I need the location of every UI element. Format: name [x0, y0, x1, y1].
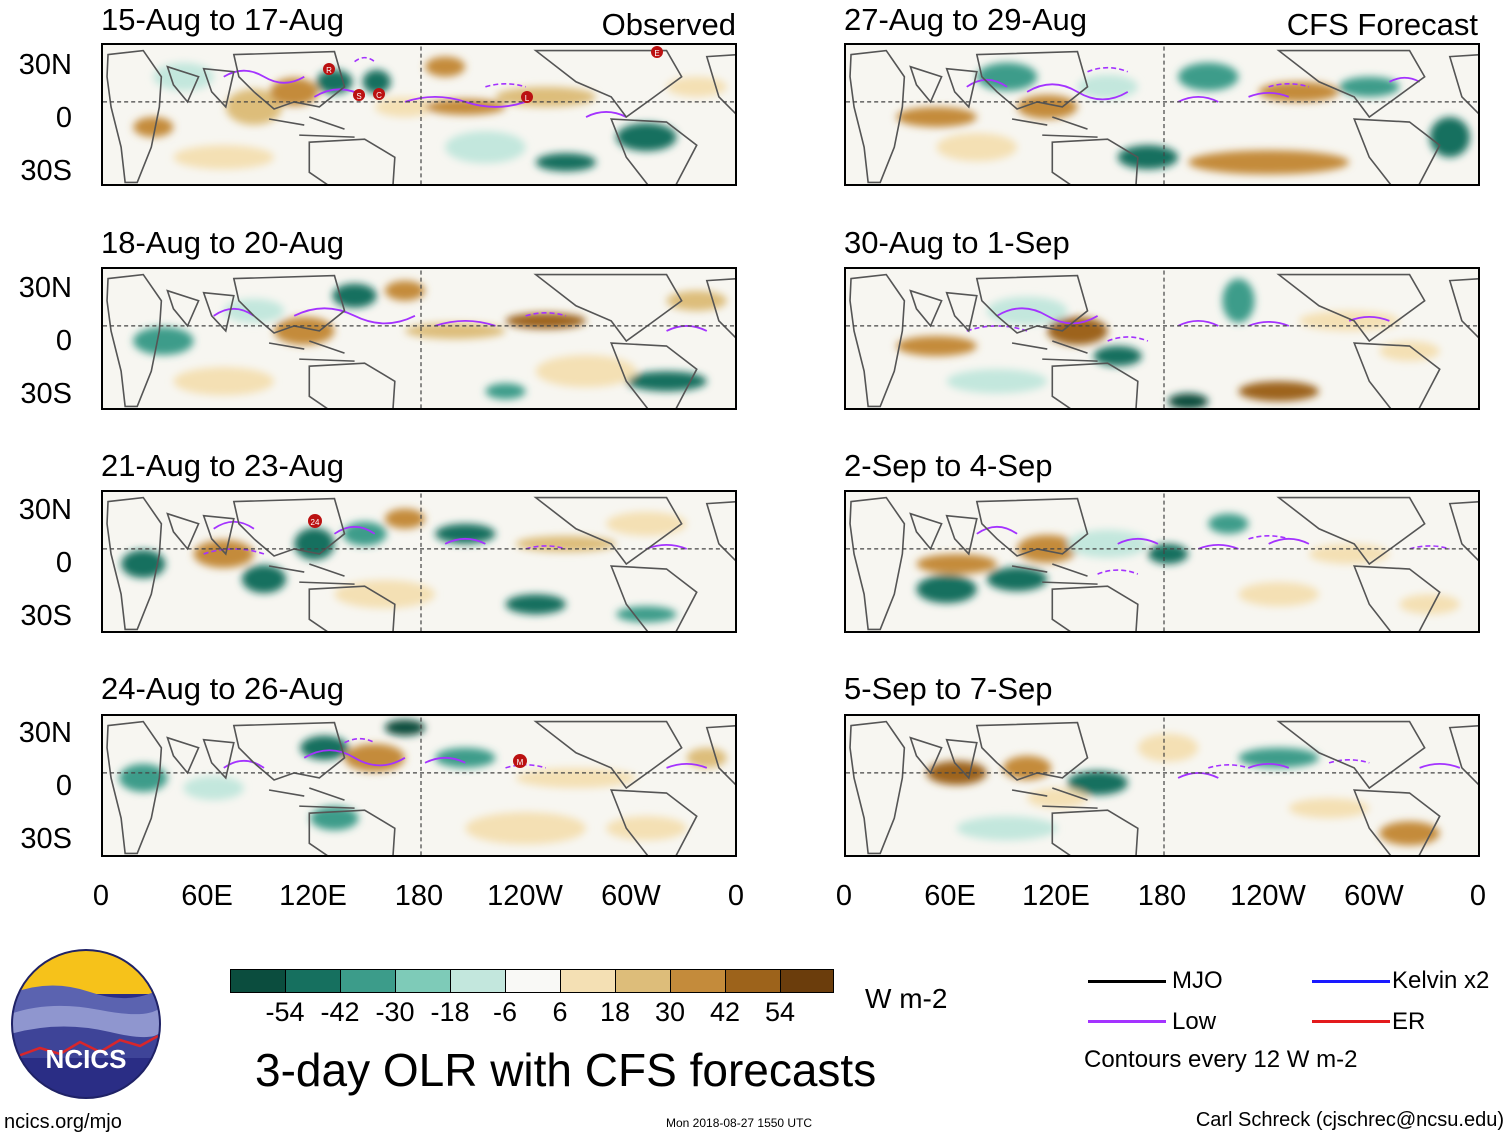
lon-left-60w: 60W [601, 880, 661, 912]
footer-author: Carl Schreck (cjschrec@ncsu.edu) [1195, 1109, 1504, 1131]
panel-8-olr-field [846, 716, 1478, 855]
colorbar-units: W m-2 [865, 983, 948, 1014]
lon-right-60w: 60W [1344, 880, 1404, 912]
panel-1-olr-field [103, 45, 735, 184]
colorbar-bin-4 [395, 969, 451, 993]
logo-text: NCICS [46, 1044, 127, 1074]
colorbar-bin-10 [725, 969, 781, 993]
lon-left-0a: 0 [92, 880, 110, 912]
colorbar-bin-5 [450, 969, 506, 993]
lat-30n-row3: 30N [18, 494, 72, 526]
panel-2-map [101, 267, 737, 410]
colorbar-tick-3: -30 [375, 997, 415, 1027]
panel-4-olr-field [103, 716, 735, 855]
footer-timestamp: Mon 2018-08-27 1550 UTC [666, 1116, 813, 1130]
panel-2-olr-field [103, 269, 735, 408]
panel-6-title: 30-Aug to 1-Sep [844, 225, 1070, 260]
colorbar-bin-3 [340, 969, 396, 993]
colorbar-tick-2: -42 [320, 997, 360, 1027]
lat-30s-row2: 30S [20, 378, 72, 410]
colorbar-tick-6: 6 [552, 997, 568, 1027]
lat-0-row2: 0 [55, 325, 72, 357]
legend-low-line [1088, 1020, 1166, 1023]
lat-30n-row1: 30N [18, 49, 72, 81]
lon-right-120e: 120E [1022, 880, 1090, 912]
colorbar-bin-9 [670, 969, 726, 993]
panel-7-title: 2-Sep to 4-Sep [844, 448, 1053, 483]
ncics-logo: NCICS [10, 948, 162, 1100]
panel-2-title: 18-Aug to 20-Aug [101, 225, 345, 260]
lon-right-120w: 120W [1230, 880, 1306, 912]
colorbar-tick-5: -6 [492, 997, 517, 1027]
colorbar-tick-4: -18 [430, 997, 470, 1027]
panel-8-title: 5-Sep to 7-Sep [844, 671, 1053, 706]
lat-30n-row2: 30N [18, 272, 72, 304]
panel-3-olr-field [103, 492, 735, 631]
colorbar-tick-1: -54 [265, 997, 305, 1027]
legend-er-label: ER [1392, 1008, 1426, 1035]
lat-30s-row4: 30S [20, 823, 72, 855]
legend-mjo-label: MJO [1172, 967, 1223, 994]
lon-left-180: 180 [394, 880, 444, 912]
legend-kelvin-line [1312, 980, 1390, 983]
panel-1-title: 15-Aug to 17-Aug [101, 2, 345, 37]
lon-left-120w: 120W [487, 880, 563, 912]
panel-5-olr-field [846, 45, 1478, 184]
legend-mjo-line [1088, 980, 1166, 983]
colorbar-bin-1 [230, 969, 286, 993]
lon-right-180: 180 [1137, 880, 1187, 912]
legend-kelvin-label: Kelvin x2 [1392, 967, 1490, 994]
lon-left-60e: 60E [181, 880, 233, 912]
panel-7-map [844, 490, 1480, 633]
panel-6-map [844, 267, 1480, 410]
lat-30s-row3: 30S [20, 600, 72, 632]
lat-0-row3: 0 [55, 547, 72, 579]
colorbar-bin-11 [780, 969, 834, 993]
lat-0-row1: 0 [55, 102, 72, 134]
lon-right-0b: 0 [1469, 880, 1487, 912]
legend-low-label: Low [1172, 1008, 1217, 1035]
legend-contour-note: Contours every 12 W m-2 [1084, 1046, 1358, 1073]
lon-right-60e: 60E [924, 880, 976, 912]
footer-url[interactable]: ncics.org/mjo [4, 1111, 122, 1133]
cfs-forecast-label: CFS Forecast [1286, 7, 1478, 42]
main-title: 3-day OLR with CFS forecasts [255, 1044, 877, 1096]
lat-0-row4: 0 [55, 770, 72, 802]
colorbar-tick-9: 42 [709, 997, 741, 1027]
lat-30s-row1: 30S [20, 155, 72, 187]
lon-left-120e: 120E [279, 880, 347, 912]
colorbar-tick-10: 54 [764, 997, 796, 1027]
legend-er-line [1312, 1020, 1390, 1023]
panel-1-map: R S C L E [101, 43, 737, 186]
panel-6-olr-field [846, 269, 1478, 408]
colorbar-tick-8: 30 [654, 997, 686, 1027]
colorbar-tick-7: 18 [599, 997, 631, 1027]
lon-left-0b: 0 [727, 880, 745, 912]
panel-3-title: 21-Aug to 23-Aug [101, 448, 345, 483]
lat-30n-row4: 30N [18, 717, 72, 749]
panel-3-map: 24 [101, 490, 737, 633]
panel-8-map [844, 714, 1480, 857]
colorbar-bin-6 [505, 969, 561, 993]
panel-7-olr-field [846, 492, 1478, 631]
colorbar-bin-7 [560, 969, 616, 993]
lon-right-0a: 0 [835, 880, 853, 912]
panel-4-map: M [101, 714, 737, 857]
panel-4-title: 24-Aug to 26-Aug [101, 671, 345, 706]
colorbar-bin-8 [615, 969, 671, 993]
observed-label: Observed [601, 7, 736, 42]
colorbar-bin-2 [285, 969, 341, 993]
panel-5-title: 27-Aug to 29-Aug [844, 2, 1088, 37]
panel-5-map [844, 43, 1480, 186]
